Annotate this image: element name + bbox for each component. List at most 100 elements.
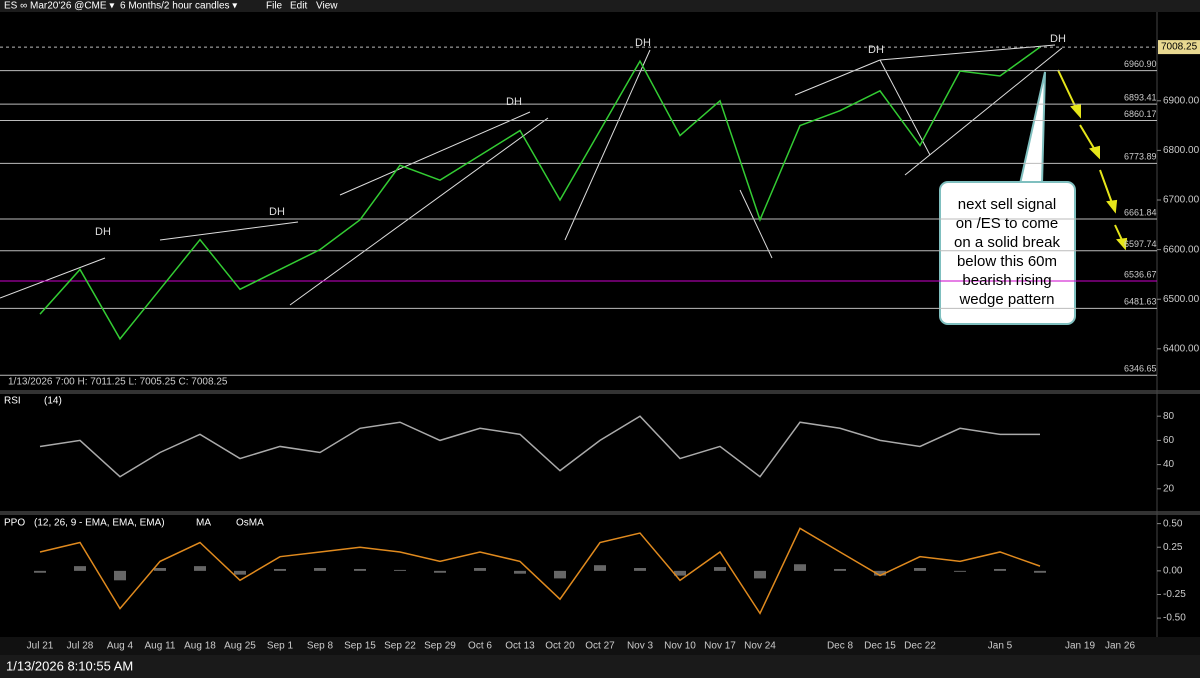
y-tick-label: 0.50 (1163, 518, 1183, 529)
x-tick-label: Jan 5 (988, 641, 1013, 652)
level-label: 6960.90 (1124, 59, 1157, 69)
rsi-line (39, 415, 1040, 478)
osma-label: OsMA (236, 518, 264, 529)
osma-bar (954, 570, 966, 572)
y-tick-label: 6600.00 (1163, 244, 1200, 255)
price-line (39, 46, 1041, 341)
x-tick-label: Aug 25 (224, 641, 256, 652)
osma-bar (74, 566, 86, 571)
osma-bar (914, 568, 926, 571)
panel-divider (0, 390, 1200, 394)
x-tick-label: Sep 29 (424, 641, 456, 652)
last-price-label: 7008.25 (1161, 42, 1198, 53)
level-label: 6773.89 (1124, 152, 1157, 162)
y-tick-label: 0.25 (1163, 542, 1183, 553)
osma-bar (354, 568, 366, 571)
x-tick-label: Aug 4 (107, 641, 134, 652)
x-tick-label: Jul 28 (67, 641, 94, 652)
y-tick-label: 60 (1163, 435, 1175, 446)
osma-bar (394, 569, 406, 571)
symbol-selector[interactable]: ES ∞ Mar20'26 @CME ▾ (4, 1, 114, 12)
dh-label: DH (269, 206, 285, 218)
level-label: 6597.74 (1124, 239, 1157, 249)
y-tick-label: 6400.00 (1163, 343, 1200, 354)
y-tick-label: 20 (1163, 483, 1175, 494)
ohlc-readout: 1/13/2026 7:00 H: 7011.25 L: 7005.25 C: … (8, 377, 228, 388)
osma-bar (234, 570, 246, 575)
date-axis (0, 637, 1200, 655)
osma-bar (474, 568, 486, 571)
osma-bar (274, 568, 286, 571)
trendlines (0, 44, 1063, 306)
x-tick-label: Sep 1 (267, 641, 294, 652)
osma-bar (1034, 570, 1046, 573)
level-label: 6536.67 (1124, 269, 1157, 279)
menu-edit[interactable]: Edit (290, 1, 307, 12)
osma-bar (34, 570, 46, 573)
interval-selector[interactable]: 6 Months/2 hour candles ▾ (120, 1, 237, 12)
x-tick-label: Nov 24 (744, 641, 776, 652)
y-tick-label: -0.50 (1163, 613, 1186, 624)
x-tick-label: Sep 8 (307, 641, 334, 652)
x-tick-label: Oct 27 (585, 641, 615, 652)
arrows (1057, 69, 1128, 251)
annotation-line: on /ES to come (956, 215, 1059, 232)
x-tick-label: Nov 10 (664, 641, 696, 652)
level-label: 6893.41 (1124, 92, 1157, 102)
status-bar (0, 655, 1200, 678)
osma-bar (794, 564, 806, 571)
level-label: 6661.84 (1124, 207, 1157, 217)
rsi-params: (14) (44, 396, 62, 407)
x-tick-label: Nov 3 (627, 641, 654, 652)
annotation-line: wedge pattern (958, 291, 1054, 308)
osma-bar (994, 568, 1006, 571)
x-tick-label: Dec 22 (904, 641, 936, 652)
osma-bar (874, 570, 886, 576)
rsi-name: RSI (4, 396, 21, 407)
osma-bar (554, 570, 566, 579)
osma-bar (314, 568, 326, 571)
osma-bar (754, 570, 766, 579)
osma-bar (594, 565, 606, 571)
x-tick-label: Dec 8 (827, 641, 854, 652)
ppo-params: (12, 26, 9 - EMA, EMA, EMA) (34, 518, 165, 529)
osma-bar (434, 570, 446, 573)
osma-bar (194, 566, 206, 571)
dh-label: DH (506, 96, 522, 108)
y-tick-label: 40 (1163, 459, 1175, 470)
dh-label: DH (1050, 33, 1066, 45)
annotation-line: next sell signal (958, 196, 1056, 213)
y-tick-label: 6800.00 (1163, 145, 1200, 156)
x-tick-label: Sep 22 (384, 641, 416, 652)
osma-bar (114, 570, 126, 581)
callout (939, 181, 1076, 325)
menu-view[interactable]: View (316, 1, 338, 12)
x-tick-label: Sep 15 (344, 641, 376, 652)
osma-bar (154, 568, 166, 571)
x-tick-label: Nov 17 (704, 641, 736, 652)
x-tick-label: Jul 21 (27, 641, 54, 652)
ma-label: MA (196, 518, 211, 529)
x-tick-label: Oct 13 (505, 641, 535, 652)
osma-bar (714, 567, 726, 571)
level-label: 6481.63 (1124, 297, 1157, 307)
y-tick-label: 6700.00 (1163, 195, 1200, 206)
annotation-line: bearish rising (962, 272, 1051, 289)
level-label: 6860.17 (1124, 109, 1157, 119)
dh-label: DH (868, 44, 884, 56)
panel-divider (0, 511, 1200, 515)
toolbar (0, 0, 1200, 12)
ppo-line (39, 527, 1041, 615)
x-tick-label: Oct 20 (545, 641, 575, 652)
x-tick-label: Jan 26 (1105, 641, 1135, 652)
y-tick-label: 0.00 (1163, 565, 1183, 576)
x-tick-label: Aug 11 (145, 641, 176, 652)
last-price-box (1158, 40, 1200, 55)
x-tick-label: Aug 18 (184, 641, 216, 652)
x-tick-label: Oct 6 (468, 641, 492, 652)
menu-file[interactable]: File (266, 1, 283, 12)
osma-bar (674, 570, 686, 576)
y-tick-label: 6900.00 (1163, 95, 1200, 106)
